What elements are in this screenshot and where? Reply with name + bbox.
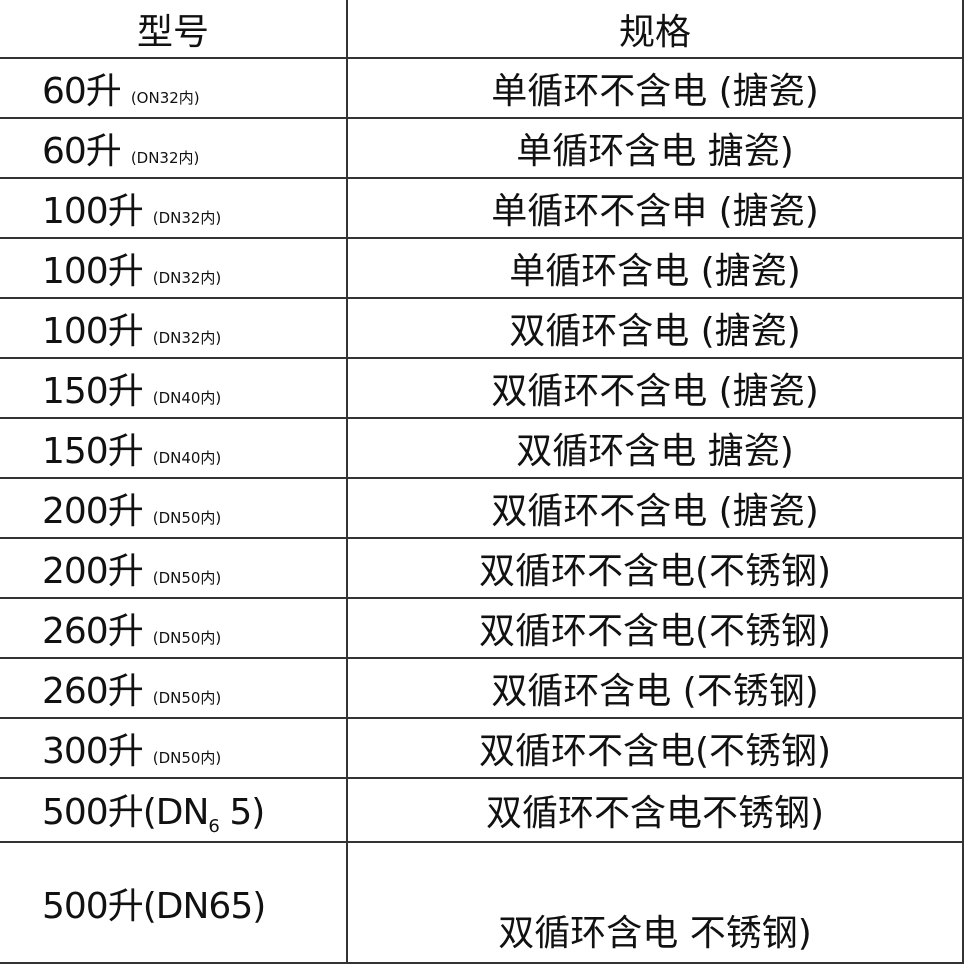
table-row: 500升(DN6 5) 双循环不含电不锈钢)	[0, 777, 964, 843]
spec-cell: 单循环含电 搪瓷)	[346, 117, 964, 179]
model-cell: 150升 (DN40内)	[0, 417, 348, 479]
spec-cell: 双循环不含电不锈钢)	[346, 777, 964, 843]
spec-cell: 双循环含电 搪瓷)	[346, 417, 964, 479]
model-cell: 260升 (DN50内)	[0, 657, 348, 719]
spec-cell: 双循环含电 不锈钢)	[346, 841, 964, 964]
model-note: (DN40内)	[152, 389, 222, 407]
table-row: 500升(DN65) 双循环含电 不锈钢)	[0, 841, 964, 964]
model-volume: 100升	[42, 191, 144, 232]
model-volume: 150升	[42, 431, 144, 472]
table-row: 100升 (DN32内) 单循环含电 (搪瓷)	[0, 237, 964, 299]
model-note: (DN32内)	[152, 209, 222, 227]
model-volume-end: 5)	[218, 791, 265, 833]
table-row: 260升 (DN50内) 双循环不含电(不锈钢)	[0, 597, 964, 659]
model-volume: 260升	[42, 671, 144, 712]
model-cell: 100升 (DN32内)	[0, 177, 348, 239]
model-note: (ON32内)	[130, 89, 200, 107]
table-row: 100升 (DN32内) 单循环不含申 (搪瓷)	[0, 177, 964, 239]
model-cell: 200升 (DN50内)	[0, 477, 348, 539]
model-cell: 100升 (DN32内)	[0, 237, 348, 299]
model-volume: 200升	[42, 491, 144, 532]
model-volume: 100升	[42, 251, 144, 292]
spec-cell: 双循环不含电(不锈钢)	[346, 717, 964, 779]
model-note: (DN50内)	[152, 629, 222, 647]
model-note: (DN50内)	[152, 569, 222, 587]
model-note: (DN32内)	[152, 269, 222, 287]
model-note: (DN32内)	[152, 329, 222, 347]
model-cell: 500升(DN65)	[0, 841, 348, 964]
model-volume: 260升	[42, 611, 144, 652]
model-volume: 500升(DN	[42, 791, 209, 833]
model-cell: 150升 (DN40内)	[0, 357, 348, 419]
spec-cell: 双循环不含电(不锈钢)	[346, 537, 964, 599]
model-volume: 200升	[42, 551, 144, 592]
table-row: 150升 (DN40内) 双循环不含电 (搪瓷)	[0, 357, 964, 419]
model-volume: 150升	[42, 371, 144, 412]
table-row: 60升 (DN32内) 单循环含电 搪瓷)	[0, 117, 964, 179]
model-note: (DN50内)	[152, 749, 222, 767]
table-row: 60升 (ON32内) 单循环不含电 (搪瓷)	[0, 57, 964, 119]
header-spec: 规格	[346, 0, 964, 59]
table-row: 100升 (DN32内) 双循环含电 (搪瓷)	[0, 297, 964, 359]
table-row: 200升 (DN50内) 双循环不含电(不锈钢)	[0, 537, 964, 599]
model-volume: 60升	[42, 131, 122, 172]
model-cell: 260升 (DN50内)	[0, 597, 348, 659]
table-row: 150升 (DN40内) 双循环含电 搪瓷)	[0, 417, 964, 479]
spec-cell: 单循环不含电 (搪瓷)	[346, 57, 964, 119]
model-cell: 500升(DN6 5)	[0, 777, 348, 843]
model-cell: 100升 (DN32内)	[0, 297, 348, 359]
model-volume: 300升	[42, 731, 144, 772]
model-note: (DN50内)	[152, 689, 222, 707]
spec-cell: 双循环不含电(不锈钢)	[346, 597, 964, 659]
header-model: 型号	[0, 0, 348, 59]
spec-cell: 单循环含电 (搪瓷)	[346, 237, 964, 299]
table-row: 260升 (DN50内) 双循环含电 (不锈钢)	[0, 657, 964, 719]
model-subscript: 6	[208, 816, 219, 838]
header-row: 型号 规格	[0, 0, 964, 59]
table-row: 200升 (DN50内) 双循环不含电 (搪瓷)	[0, 477, 964, 539]
model-cell: 300升 (DN50内)	[0, 717, 348, 779]
model-cell: 200升 (DN50内)	[0, 537, 348, 599]
model-note: (DN32内)	[130, 149, 200, 167]
model-note: (DN50内)	[152, 509, 222, 527]
spec-cell: 双循环含电 (搪瓷)	[346, 297, 964, 359]
model-volume: 60升	[42, 71, 122, 112]
spec-cell: 双循环不含电 (搪瓷)	[346, 357, 964, 419]
spec-cell: 双循环不含电 (搪瓷)	[346, 477, 964, 539]
spec-cell: 单循环不含申 (搪瓷)	[346, 177, 964, 239]
spec-cell: 双循环含电 (不锈钢)	[346, 657, 964, 719]
model-volume: 100升	[42, 311, 144, 352]
model-cell: 60升 (ON32内)	[0, 57, 348, 119]
model-note: (DN40内)	[152, 449, 222, 467]
model-cell: 60升 (DN32内)	[0, 117, 348, 179]
table-row: 300升 (DN50内) 双循环不含电(不锈钢)	[0, 717, 964, 779]
